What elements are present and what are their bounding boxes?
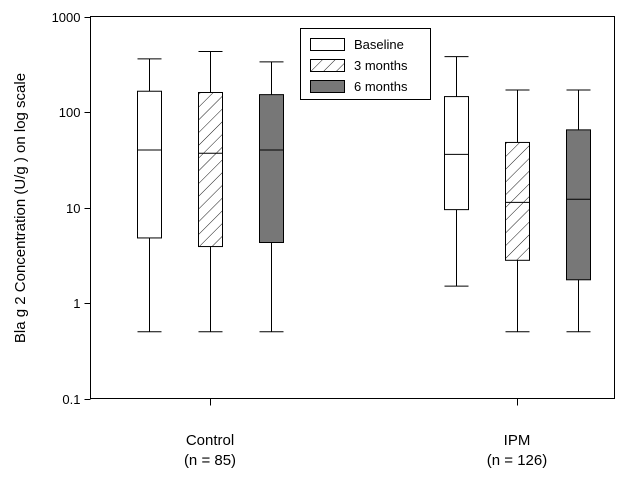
group-labels: Control (n = 85) IPM (n = 126) (184, 432, 547, 469)
group-label-n: (n = 85) (184, 452, 236, 469)
legend-label: 3 months (354, 58, 408, 73)
y-axis-label: Bla g 2 Concentration (U/g ) on log scal… (12, 73, 29, 343)
y-tick-label: 100 (59, 105, 81, 120)
box-iqr (444, 96, 469, 211)
box-iqr (198, 92, 223, 248)
legend-label: Baseline (354, 37, 404, 52)
box-iqr (505, 141, 530, 261)
box-series (137, 51, 591, 333)
x-axis (210, 398, 518, 406)
legend-label: 6 months (354, 79, 408, 94)
group-label-n: (n = 126) (487, 452, 547, 469)
box-baseline-ipm (444, 56, 469, 287)
box-iqr (259, 94, 284, 244)
box-iqr (137, 90, 162, 239)
y-tick-label: 0.1 (62, 392, 80, 407)
box-6-months-ipm (566, 89, 591, 333)
y-tick-label: 1000 (52, 10, 81, 25)
y-tick-label: 1 (73, 296, 80, 311)
y-axis: 0.1 1 10 100 1000 (52, 10, 91, 407)
legend-swatch (310, 59, 345, 72)
legend: Baseline 3 months 6 months (300, 28, 431, 100)
legend-swatch (310, 38, 345, 51)
box-6-months-control (259, 61, 284, 333)
box-3-months-ipm (505, 89, 530, 333)
plot-frame (90, 16, 615, 399)
box-3-months-control (198, 51, 223, 333)
y-tick-label: 10 (66, 201, 80, 216)
box-iqr (566, 129, 591, 281)
plot-area (90, 16, 615, 399)
legend-swatch (310, 80, 345, 93)
box-baseline-control (137, 58, 162, 333)
group-label-name: Control (186, 432, 234, 449)
group-label-name: IPM (504, 432, 531, 449)
